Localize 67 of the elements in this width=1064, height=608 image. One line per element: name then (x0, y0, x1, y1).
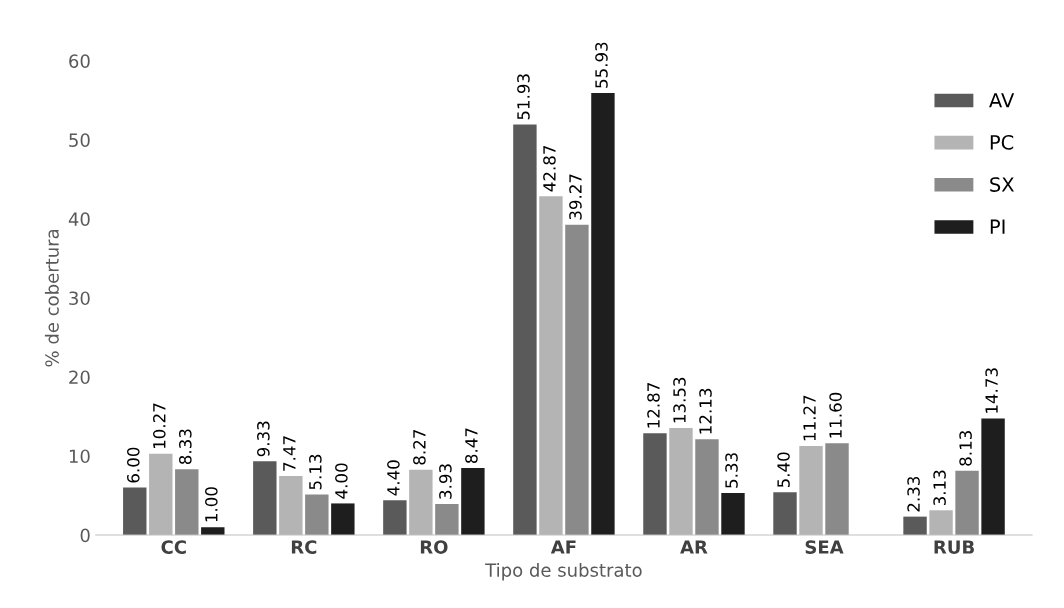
data-label: 12.13 (699, 388, 712, 434)
y-tick-label: 60 (69, 54, 90, 68)
bar (565, 224, 589, 536)
data-label: 11.60 (829, 392, 842, 438)
y-tick-label: 10 (69, 449, 90, 464)
x-tick-label: RUB (934, 540, 974, 554)
data-label: 9.33 (257, 421, 270, 457)
data-label: 3.13 (933, 470, 946, 506)
data-label: 1.00 (205, 487, 218, 522)
data-label: 2.33 (907, 476, 920, 512)
bar (825, 443, 849, 536)
data-label: 3.93 (439, 464, 452, 499)
data-label: 14.73 (985, 368, 998, 413)
x-tick-label: AF (550, 540, 576, 554)
data-label: 7.47 (283, 436, 296, 471)
y-tick-label: 20 (69, 370, 90, 385)
y-tick-label: 0 (80, 528, 90, 543)
legend-label: SX (990, 177, 1014, 192)
x-tick-label: CC (161, 540, 186, 554)
data-label: 42.87 (543, 145, 556, 192)
x-tick-label: SEA (805, 540, 844, 554)
bar (643, 433, 667, 536)
bar (513, 124, 537, 536)
y-tick-label: 30 (69, 291, 90, 306)
bar (903, 516, 927, 536)
bar (721, 492, 745, 536)
bar (201, 527, 225, 536)
data-label: 10.27 (153, 403, 166, 449)
x-tick-label: RC (291, 540, 317, 554)
data-label: 5.13 (309, 454, 322, 490)
data-label: 12.87 (647, 383, 660, 428)
bar (253, 461, 277, 536)
bar (305, 494, 329, 536)
bar (695, 439, 719, 536)
legend-label: PC (990, 135, 1014, 150)
data-label: 8.27 (413, 430, 426, 465)
data-label: 39.27 (569, 174, 582, 220)
data-label: 55.93 (595, 42, 608, 88)
bar (955, 470, 979, 536)
data-label: 8.33 (179, 429, 192, 465)
data-label: 13.53 (673, 377, 686, 423)
data-label: 6.00 (127, 447, 140, 483)
data-label: 5.33 (725, 453, 738, 488)
legend-label: PI (990, 219, 1005, 234)
x-tick-label: AR (680, 540, 708, 554)
data-label: 8.47 (465, 428, 478, 464)
data-label: 51.93 (517, 74, 530, 120)
bar (331, 503, 355, 536)
y-tick-label: 40 (68, 212, 90, 226)
bar (123, 487, 147, 536)
bar (773, 492, 797, 536)
data-label: 4.00 (335, 463, 348, 499)
data-label: 11.27 (803, 395, 816, 441)
data-label: 5.40 (777, 452, 790, 488)
y-axis-title: % de cobertura (44, 229, 59, 367)
y-tick-label: 50 (69, 133, 90, 147)
bar (435, 503, 459, 536)
bar (981, 418, 1005, 536)
bar (383, 500, 407, 536)
data-label: 4.40 (387, 460, 400, 496)
data-label: 8.13 (959, 431, 972, 466)
bar (591, 92, 615, 536)
bar (461, 468, 485, 536)
legend-label: AV (989, 93, 1015, 108)
x-axis-title: Tipo de substrato (485, 562, 642, 581)
x-tick-label: RO (420, 540, 448, 554)
bar (175, 469, 199, 536)
